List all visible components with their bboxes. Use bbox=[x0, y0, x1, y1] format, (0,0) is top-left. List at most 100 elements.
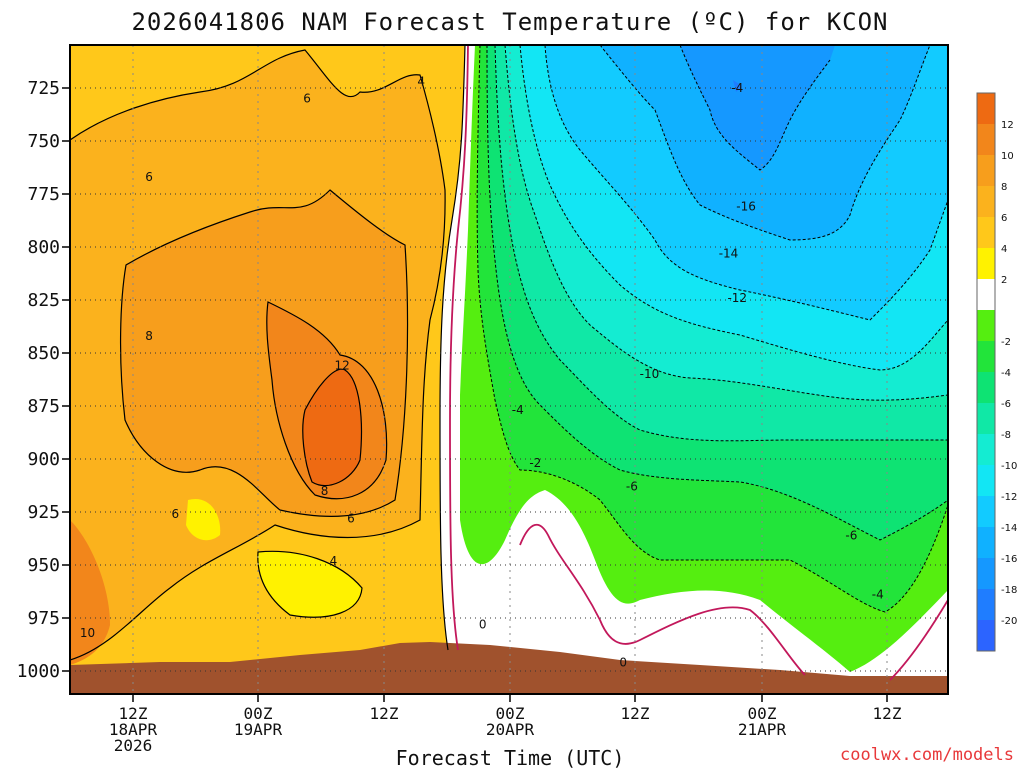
contour-label: -6 bbox=[626, 480, 638, 494]
isotherm-minus10 bbox=[504, 45, 948, 401]
colorbar-label: -18 bbox=[1001, 585, 1017, 596]
colorbar-label: -6 bbox=[1001, 399, 1011, 410]
isotherm-8 bbox=[119, 189, 409, 517]
contour-label: -4 bbox=[872, 588, 884, 602]
colorbar-swatch bbox=[977, 186, 995, 217]
y-tick-label: 1000 bbox=[17, 661, 60, 682]
contour-label: 4 bbox=[330, 554, 338, 568]
x-tick-label: 12Z bbox=[873, 704, 902, 723]
x-tick-label: 00Z bbox=[244, 704, 273, 723]
contour-label: 6 bbox=[172, 507, 180, 521]
colorbar-label: 12 bbox=[1001, 120, 1014, 131]
contour-label: -12 bbox=[727, 291, 747, 305]
contour-label: -4 bbox=[731, 81, 743, 95]
isotherm-2 bbox=[439, 45, 466, 651]
colorbar-swatch bbox=[977, 279, 995, 310]
y-axis-ticks: 725 750 775 800 825 850 875 900 925 950 975 1000 bbox=[17, 78, 70, 682]
colorbar-label: 8 bbox=[1001, 182, 1007, 193]
vertical-grid bbox=[132, 45, 888, 694]
isotherm-minus14 bbox=[544, 45, 948, 321]
colorbar-swatch bbox=[977, 124, 995, 155]
contour-label: 6 bbox=[145, 170, 153, 184]
y-tick-label: 725 bbox=[27, 78, 60, 99]
plot-frame bbox=[69, 44, 949, 695]
temperature-band-12 bbox=[302, 369, 362, 486]
y-tick-label: 975 bbox=[27, 608, 60, 629]
isotherm-minus8 bbox=[494, 45, 948, 442]
y-tick-label: 775 bbox=[27, 184, 60, 205]
colorbar-label: -20 bbox=[1001, 616, 1017, 627]
colorbar-label: -14 bbox=[1001, 523, 1017, 534]
contour-label: 12 bbox=[335, 359, 350, 373]
x-axis-label: Forecast Time (UTC) bbox=[396, 746, 625, 768]
contour-label: -2 bbox=[529, 456, 541, 470]
y-tick-label: 900 bbox=[27, 449, 60, 470]
temperature-band-2-b bbox=[186, 498, 221, 541]
isotherm-minus16 bbox=[599, 45, 931, 241]
y-tick-label: 950 bbox=[27, 555, 60, 576]
x-tick-label: 12Z bbox=[370, 704, 399, 723]
x-tick-label: 00Z bbox=[748, 704, 777, 723]
x-tick-label: 2026 bbox=[114, 736, 153, 755]
contour-label: -4 bbox=[512, 403, 524, 417]
isotherm-6 bbox=[70, 49, 446, 661]
colorbar-label: -4 bbox=[1001, 368, 1011, 379]
colorbar-label: 4 bbox=[1001, 244, 1007, 255]
contour-label: -14 bbox=[719, 246, 739, 260]
colorbar-swatch bbox=[977, 620, 995, 651]
y-tick-label: 750 bbox=[27, 131, 60, 152]
colorbar-swatch bbox=[977, 93, 995, 124]
isotherm-0-lower bbox=[519, 524, 806, 676]
isotherm-minus12 bbox=[519, 45, 948, 371]
credit-text: coolwx.com/models bbox=[840, 745, 1014, 765]
colorbar-swatch bbox=[977, 558, 995, 589]
colorbar-swatch bbox=[977, 155, 995, 186]
contour-label: 6 bbox=[303, 92, 311, 106]
temperature-band-minus18 bbox=[680, 45, 835, 170]
contour-label: -6 bbox=[845, 528, 857, 542]
colorbar-frame bbox=[976, 92, 996, 652]
contour-label: 8 bbox=[321, 484, 329, 498]
temperature-field bbox=[70, 45, 948, 694]
x-tick-label: 20APR bbox=[486, 720, 535, 739]
isotherm-0 bbox=[449, 45, 469, 651]
y-tick-label: 825 bbox=[27, 290, 60, 311]
x-tick-label: 00Z bbox=[496, 704, 525, 723]
isotherm-minus6 bbox=[486, 45, 948, 541]
isotherm-minus18 bbox=[679, 45, 831, 171]
isotherm-12 bbox=[302, 368, 363, 487]
colorbar-label: 6 bbox=[1001, 213, 1007, 224]
temperature-band-minus20 bbox=[733, 80, 742, 92]
contour-lines bbox=[70, 45, 948, 681]
contour-label: 10 bbox=[80, 626, 95, 640]
colorbar-label: 10 bbox=[1001, 151, 1014, 162]
contour-label: 8 bbox=[145, 329, 153, 343]
terrain-ground bbox=[70, 642, 948, 694]
x-tick-label: 19APR bbox=[234, 720, 283, 739]
y-tick-label: 800 bbox=[27, 237, 60, 258]
colorbar-label: -10 bbox=[1001, 461, 1017, 472]
contour-label: 6 bbox=[347, 511, 355, 525]
temperature-band-10-left bbox=[70, 520, 110, 665]
isotherm-10 bbox=[266, 301, 388, 500]
colorbar-label: -16 bbox=[1001, 554, 1017, 565]
colorbar-swatch bbox=[977, 434, 995, 465]
x-tick-label: 21APR bbox=[738, 720, 787, 739]
contour-labels: 6 4 6 8 12 8 6 6 4 10 0 0 -4 -2 -6 -10 -12 -14 -16 -4 -6 -4 bbox=[80, 75, 884, 670]
contour-label: 0 bbox=[479, 617, 487, 631]
x-tick-label: 18APR bbox=[109, 720, 158, 739]
y-tick-label: 875 bbox=[27, 396, 60, 417]
colorbar-swatch bbox=[977, 403, 995, 434]
colorbar-swatch bbox=[977, 527, 995, 558]
contour-label: 4 bbox=[417, 75, 425, 89]
x-tick-label: 12Z bbox=[119, 704, 148, 723]
x-tick-label: 12Z bbox=[621, 704, 650, 723]
colorbar-swatch bbox=[977, 372, 995, 403]
contour-label: 0 bbox=[619, 656, 627, 670]
isotherm-4 bbox=[257, 550, 363, 618]
colorbar-swatch bbox=[977, 341, 995, 372]
colorbar-swatch bbox=[977, 217, 995, 248]
isotherm-minus4 bbox=[476, 45, 948, 613]
